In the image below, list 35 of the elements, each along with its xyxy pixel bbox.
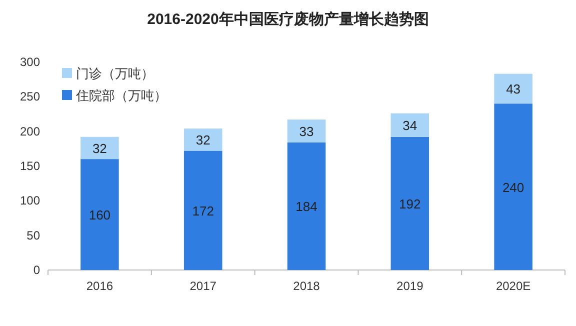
x-tick-label: 2016 <box>86 279 114 293</box>
y-tick-label: 200 <box>20 124 40 138</box>
y-tick-label: 50 <box>26 228 40 242</box>
bar <box>287 142 326 270</box>
data-label: 43 <box>506 82 521 97</box>
bar <box>184 150 222 270</box>
x-tick-label: 2018 <box>293 279 320 293</box>
data-label: 34 <box>402 118 418 134</box>
bar <box>494 104 532 270</box>
x-tick-label: 2017 <box>190 279 217 293</box>
bar <box>80 136 119 160</box>
y-tick-label: 150 <box>20 159 40 173</box>
y-tick-label: 300 <box>20 55 40 69</box>
x-tick-label: 2020E <box>496 279 531 293</box>
bar <box>80 159 119 270</box>
legend-label: 住院部（万吨） <box>75 88 167 103</box>
data-label: 192 <box>399 196 421 212</box>
data-label: 32 <box>92 140 107 156</box>
bar <box>494 74 532 104</box>
bar <box>184 128 222 151</box>
chart-title: 2016-2020年中国医疗废物产量增长趋势图 <box>147 10 429 28</box>
y-tick-label: 100 <box>20 194 40 208</box>
bar <box>287 120 326 142</box>
data-label: 160 <box>88 208 111 223</box>
y-tick-label: 0 <box>33 263 40 277</box>
x-tick-label: 2019 <box>396 279 424 293</box>
bar <box>390 113 430 137</box>
data-label: 184 <box>296 199 318 214</box>
bar <box>390 136 430 270</box>
data-label: 32 <box>196 132 210 148</box>
y-tick-label: 250 <box>20 90 40 104</box>
data-label: 33 <box>299 124 314 139</box>
data-label: 172 <box>192 203 214 218</box>
data-label: 240 <box>502 180 524 195</box>
legend-label: 门诊（万吨） <box>76 66 154 81</box>
